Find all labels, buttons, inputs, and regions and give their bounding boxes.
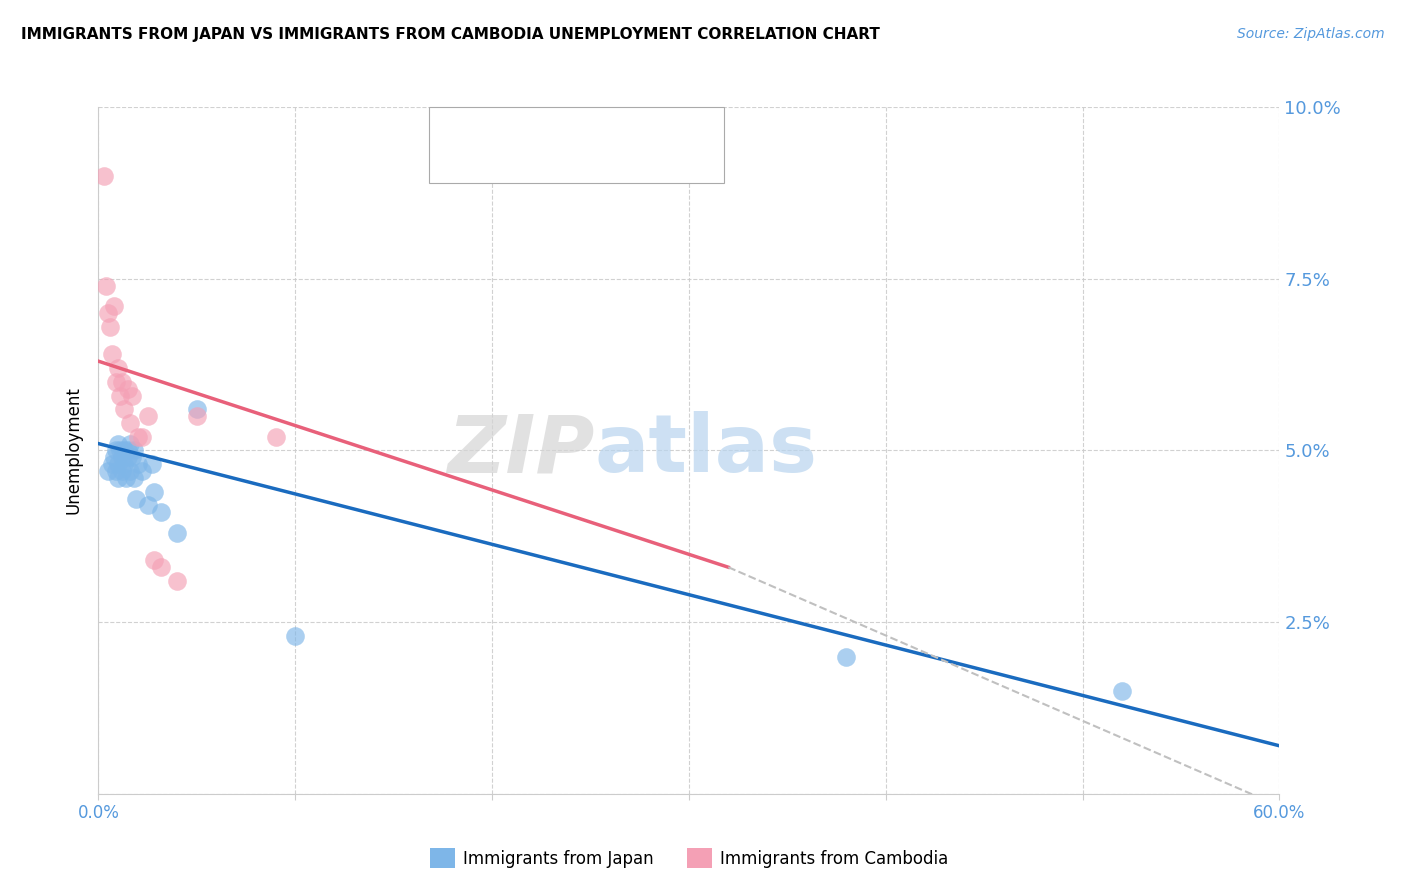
- Point: [112, 457, 135, 471]
- Point: [142, 484, 165, 499]
- Point: [136, 499, 159, 513]
- Y-axis label: Unemployment: Unemployment: [65, 386, 83, 515]
- Point: [112, 443, 135, 458]
- Point: [166, 574, 188, 588]
- Point: [131, 430, 153, 444]
- Point: [105, 464, 128, 478]
- Point: [125, 491, 148, 506]
- Point: [136, 409, 159, 423]
- Point: [103, 450, 125, 465]
- Legend: Immigrants from Japan, Immigrants from Cambodia: Immigrants from Japan, Immigrants from C…: [423, 841, 955, 875]
- Point: [1111, 683, 1133, 698]
- Point: [107, 361, 129, 376]
- Point: [105, 443, 128, 458]
- Point: [105, 375, 128, 389]
- Point: [131, 464, 153, 478]
- Point: [117, 450, 139, 465]
- Text: -0.521: -0.521: [509, 114, 568, 132]
- Point: [121, 388, 143, 402]
- Point: [112, 402, 135, 417]
- Point: [127, 457, 149, 471]
- Point: [141, 457, 163, 471]
- Point: [150, 560, 173, 574]
- Point: [93, 169, 115, 183]
- Point: [96, 278, 118, 293]
- Point: [186, 409, 208, 423]
- Point: [103, 299, 125, 313]
- Text: atlas: atlas: [595, 411, 817, 490]
- Point: [97, 464, 120, 478]
- Point: [108, 388, 131, 402]
- Point: [107, 457, 129, 471]
- Point: [150, 505, 173, 519]
- Point: [186, 402, 208, 417]
- Point: [121, 450, 143, 465]
- Point: [101, 347, 124, 361]
- Point: [127, 430, 149, 444]
- Text: Source: ZipAtlas.com: Source: ZipAtlas.com: [1237, 27, 1385, 41]
- Point: [122, 443, 145, 458]
- Text: -0.294: -0.294: [509, 143, 568, 161]
- Point: [835, 649, 858, 664]
- Point: [101, 457, 124, 471]
- Text: R =: R =: [484, 114, 520, 132]
- Point: [122, 471, 145, 485]
- Text: 33: 33: [607, 114, 631, 132]
- Point: [118, 436, 141, 450]
- Text: 22: 22: [607, 143, 631, 161]
- Text: N =: N =: [569, 143, 617, 161]
- Text: R =: R =: [484, 143, 520, 161]
- Point: [115, 471, 138, 485]
- Point: [108, 443, 131, 458]
- Point: [97, 306, 120, 320]
- Point: [284, 629, 307, 643]
- Text: N =: N =: [569, 114, 617, 132]
- Point: [107, 471, 129, 485]
- Point: [117, 382, 139, 396]
- Point: [111, 464, 134, 478]
- Point: [98, 319, 121, 334]
- Point: [118, 464, 141, 478]
- Point: [264, 430, 287, 444]
- Point: [117, 443, 139, 458]
- Point: [118, 416, 141, 430]
- Point: [107, 436, 129, 450]
- Point: [142, 553, 165, 567]
- Point: [166, 525, 188, 540]
- Text: ZIP: ZIP: [447, 411, 595, 490]
- Point: [111, 375, 134, 389]
- Point: [111, 450, 134, 465]
- Text: IMMIGRANTS FROM JAPAN VS IMMIGRANTS FROM CAMBODIA UNEMPLOYMENT CORRELATION CHART: IMMIGRANTS FROM JAPAN VS IMMIGRANTS FROM…: [21, 27, 880, 42]
